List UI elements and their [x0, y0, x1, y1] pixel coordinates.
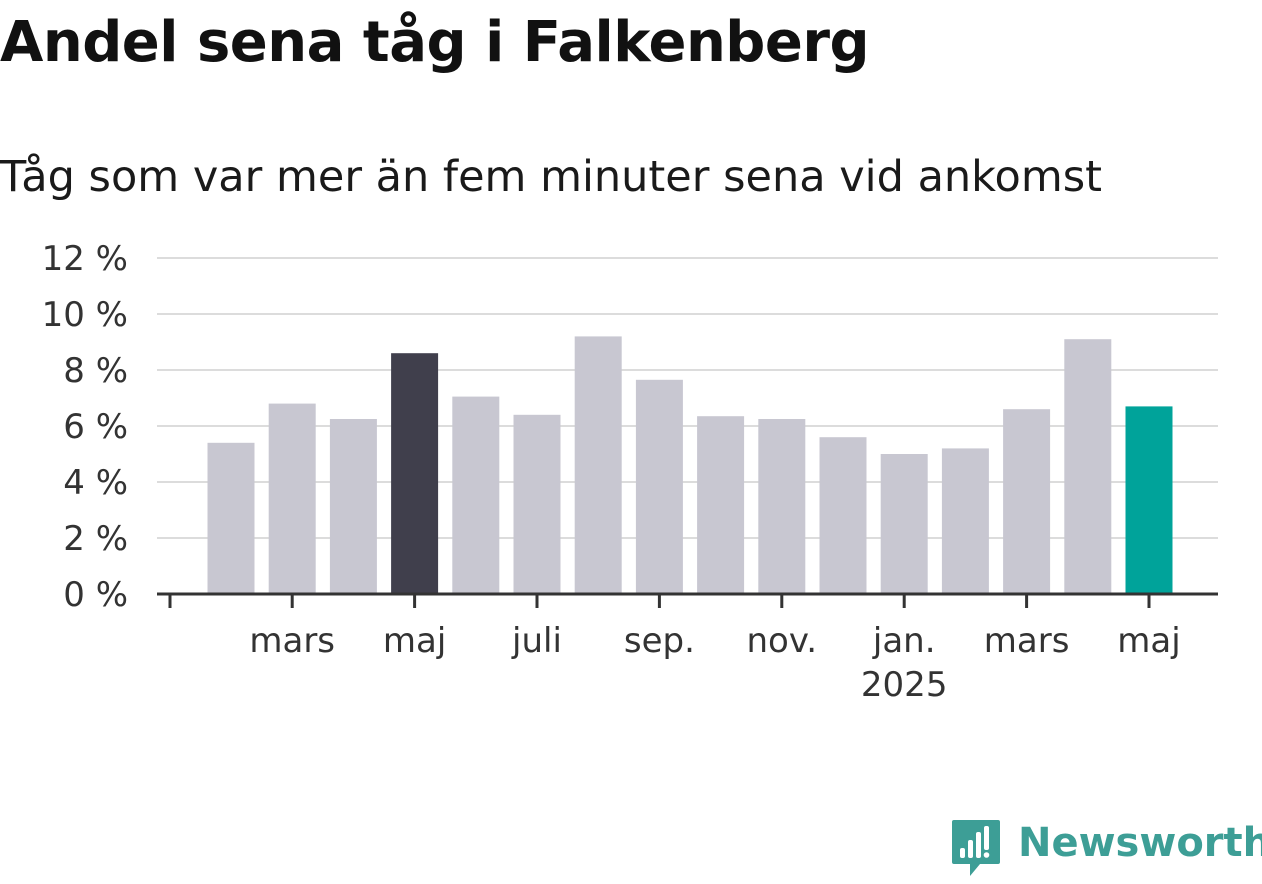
bar-chart: 0 % 2 % 4 % 6 % 8 % 10 % 12 % mars maj juli sep. n…	[42, 239, 1218, 705]
y-tick-label: 2 %	[63, 519, 128, 559]
bar-2025-02	[941, 448, 989, 594]
x-axis-tick-labels: mars maj juli sep. nov. jan.2025 mars maj	[168, 594, 1181, 705]
chart-subtitle: Tåg som var mer än fem minuter sena vid …	[0, 152, 1103, 202]
y-tick-label: 4 %	[63, 463, 128, 503]
x-tick-label: sep.	[624, 621, 695, 661]
x-tick-label: nov.	[746, 621, 817, 661]
newsworthy-logo-text: Newsworthy	[1018, 820, 1262, 866]
bar-2024-11	[758, 419, 806, 594]
y-tick-label: 8 %	[63, 351, 128, 391]
bar-2024-07	[513, 414, 561, 594]
y-tick-label: 6 %	[63, 407, 128, 447]
y-tick-label: 0 %	[63, 575, 128, 615]
grid-lines	[157, 257, 1218, 539]
bar-2024-12	[819, 437, 867, 594]
bars	[207, 336, 1173, 594]
bar-2024-02	[207, 442, 255, 594]
bar-2024-05	[391, 353, 439, 594]
x-tick-label: mars	[984, 621, 1070, 661]
x-tick-sublabel: 2025	[861, 665, 948, 705]
bar-2024-06	[452, 396, 500, 594]
bar-2025-04	[1064, 339, 1112, 594]
x-tick-label: mars	[249, 621, 335, 661]
bar-2025-03	[1003, 409, 1051, 594]
x-tick-label: maj	[383, 621, 446, 661]
chart-title: Andel sena tåg i Falkenberg	[0, 10, 870, 75]
bar-2024-09	[635, 379, 683, 594]
bar-2024-04	[329, 419, 377, 594]
bar-2024-08	[574, 336, 622, 594]
bar-2025-01	[880, 454, 928, 594]
bar-2024-03	[268, 403, 316, 594]
y-tick-label: 12 %	[42, 239, 128, 279]
y-tick-label: 10 %	[42, 295, 128, 335]
x-tick-label: juli	[511, 621, 562, 661]
bar-2024-10	[697, 416, 745, 594]
y-axis-tick-labels: 0 % 2 % 4 % 6 % 8 % 10 % 12 %	[42, 239, 128, 615]
x-tick-label: maj	[1117, 621, 1180, 661]
newsworthy-logo: Newsworthy	[950, 818, 1262, 880]
newsworthy-logo-icon	[952, 820, 1000, 876]
bar-2025-05	[1125, 406, 1173, 594]
x-tick-label: jan.	[872, 621, 936, 661]
